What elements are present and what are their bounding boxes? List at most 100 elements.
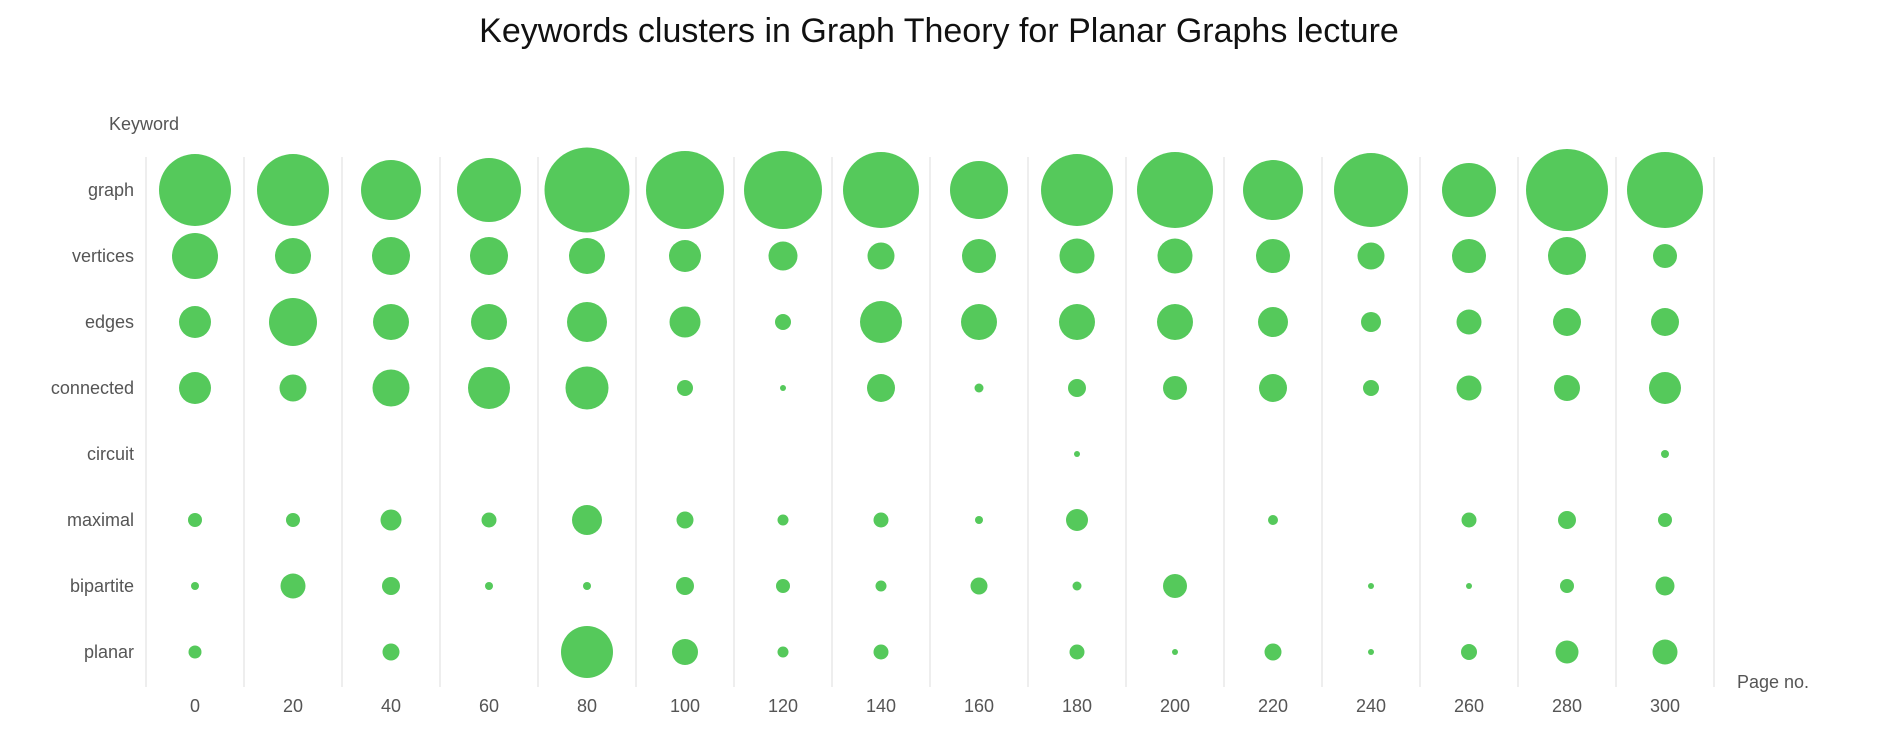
- bubble-bipartite-40[interactable]: [382, 577, 400, 595]
- bubble-maximal-140[interactable]: [873, 512, 889, 528]
- bubble-planar-40[interactable]: [382, 643, 400, 661]
- bubble-maximal-300[interactable]: [1658, 513, 1672, 527]
- bubble-graph-120[interactable]: [744, 151, 822, 229]
- bubble-planar-120[interactable]: [777, 646, 789, 658]
- bubble-edges-100[interactable]: [669, 306, 701, 338]
- bubble-planar-240[interactable]: [1368, 649, 1374, 655]
- bubble-edges-60[interactable]: [471, 304, 507, 340]
- bubble-bipartite-180[interactable]: [1072, 581, 1082, 591]
- bubble-vertices-180[interactable]: [1059, 238, 1095, 274]
- bubble-connected-200[interactable]: [1163, 376, 1187, 400]
- bubble-bipartite-280[interactable]: [1560, 579, 1574, 593]
- bubble-connected-160[interactable]: [974, 383, 984, 393]
- bubble-planar-180[interactable]: [1069, 644, 1085, 660]
- bubble-edges-140[interactable]: [860, 301, 902, 343]
- bubble-bipartite-160[interactable]: [970, 577, 988, 595]
- bubble-vertices-60[interactable]: [470, 237, 508, 275]
- bubble-vertices-240[interactable]: [1357, 242, 1385, 270]
- bubble-maximal-40[interactable]: [380, 509, 402, 531]
- bubble-maximal-80[interactable]: [572, 505, 602, 535]
- bubble-graph-220[interactable]: [1243, 160, 1303, 220]
- bubble-vertices-80[interactable]: [569, 238, 605, 274]
- bubble-graph-200[interactable]: [1137, 152, 1213, 228]
- bubble-planar-80[interactable]: [561, 626, 613, 678]
- bubble-connected-0[interactable]: [179, 372, 211, 404]
- bubble-connected-40[interactable]: [372, 369, 410, 407]
- bubble-graph-160[interactable]: [950, 161, 1008, 219]
- bubble-connected-80[interactable]: [565, 366, 609, 410]
- bubble-bipartite-20[interactable]: [280, 573, 306, 599]
- bubble-planar-200[interactable]: [1172, 649, 1178, 655]
- bubble-connected-260[interactable]: [1456, 375, 1482, 401]
- bubble-circuit-180[interactable]: [1074, 451, 1080, 457]
- bubble-edges-80[interactable]: [567, 302, 607, 342]
- bubble-connected-240[interactable]: [1363, 380, 1379, 396]
- bubble-maximal-160[interactable]: [975, 516, 983, 524]
- bubble-maximal-120[interactable]: [777, 514, 789, 526]
- bubble-planar-100[interactable]: [672, 639, 698, 665]
- bubble-edges-240[interactable]: [1361, 312, 1381, 332]
- bubble-vertices-20[interactable]: [275, 238, 311, 274]
- bubble-vertices-300[interactable]: [1653, 244, 1677, 268]
- bubble-bipartite-260[interactable]: [1466, 583, 1472, 589]
- bubble-circuit-300[interactable]: [1661, 450, 1669, 458]
- bubble-vertices-0[interactable]: [172, 233, 218, 279]
- bubble-bipartite-100[interactable]: [676, 577, 694, 595]
- bubble-planar-300[interactable]: [1652, 639, 1678, 665]
- bubble-graph-300[interactable]: [1627, 152, 1703, 228]
- bubble-vertices-280[interactable]: [1548, 237, 1586, 275]
- bubble-graph-280[interactable]: [1526, 149, 1608, 231]
- bubble-edges-20[interactable]: [269, 298, 317, 346]
- bubble-vertices-100[interactable]: [669, 240, 701, 272]
- bubble-graph-180[interactable]: [1041, 154, 1113, 226]
- bubble-edges-160[interactable]: [961, 304, 997, 340]
- bubble-maximal-280[interactable]: [1558, 511, 1576, 529]
- bubble-edges-220[interactable]: [1258, 307, 1288, 337]
- bubble-vertices-160[interactable]: [962, 239, 996, 273]
- bubble-graph-60[interactable]: [457, 158, 521, 222]
- bubble-connected-280[interactable]: [1554, 375, 1580, 401]
- bubble-edges-0[interactable]: [179, 306, 211, 338]
- bubble-connected-100[interactable]: [677, 380, 693, 396]
- bubble-graph-0[interactable]: [159, 154, 231, 226]
- bubble-bipartite-80[interactable]: [583, 582, 591, 590]
- bubble-connected-60[interactable]: [468, 367, 510, 409]
- bubble-maximal-60[interactable]: [481, 512, 497, 528]
- bubble-vertices-120[interactable]: [768, 241, 798, 271]
- bubble-bipartite-200[interactable]: [1163, 574, 1187, 598]
- bubble-vertices-140[interactable]: [867, 242, 895, 270]
- bubble-maximal-260[interactable]: [1461, 512, 1477, 528]
- bubble-maximal-100[interactable]: [676, 511, 694, 529]
- bubble-bipartite-140[interactable]: [875, 580, 887, 592]
- bubble-planar-0[interactable]: [188, 645, 202, 659]
- bubble-edges-260[interactable]: [1456, 309, 1482, 335]
- bubble-edges-180[interactable]: [1059, 304, 1095, 340]
- bubble-bipartite-120[interactable]: [776, 579, 790, 593]
- bubble-maximal-20[interactable]: [286, 513, 300, 527]
- bubble-vertices-220[interactable]: [1256, 239, 1290, 273]
- bubble-graph-40[interactable]: [361, 160, 421, 220]
- bubble-bipartite-60[interactable]: [485, 582, 493, 590]
- bubble-graph-240[interactable]: [1334, 153, 1408, 227]
- bubble-edges-280[interactable]: [1553, 308, 1581, 336]
- bubble-graph-140[interactable]: [843, 152, 919, 228]
- bubble-graph-80[interactable]: [544, 147, 630, 233]
- bubble-connected-120[interactable]: [780, 385, 786, 391]
- bubble-maximal-220[interactable]: [1268, 515, 1278, 525]
- bubble-edges-300[interactable]: [1651, 308, 1679, 336]
- bubble-graph-260[interactable]: [1442, 163, 1496, 217]
- bubble-edges-40[interactable]: [373, 304, 409, 340]
- bubble-planar-260[interactable]: [1461, 644, 1477, 660]
- bubble-maximal-0[interactable]: [188, 513, 202, 527]
- bubble-graph-20[interactable]: [257, 154, 329, 226]
- bubble-vertices-200[interactable]: [1157, 238, 1193, 274]
- bubble-vertices-260[interactable]: [1452, 239, 1486, 273]
- bubble-connected-300[interactable]: [1649, 372, 1681, 404]
- bubble-graph-100[interactable]: [646, 151, 724, 229]
- bubble-edges-120[interactable]: [775, 314, 791, 330]
- bubble-maximal-180[interactable]: [1066, 509, 1088, 531]
- bubble-planar-220[interactable]: [1264, 643, 1282, 661]
- bubble-planar-140[interactable]: [873, 644, 889, 660]
- bubble-vertices-40[interactable]: [372, 237, 410, 275]
- bubble-planar-280[interactable]: [1555, 640, 1579, 664]
